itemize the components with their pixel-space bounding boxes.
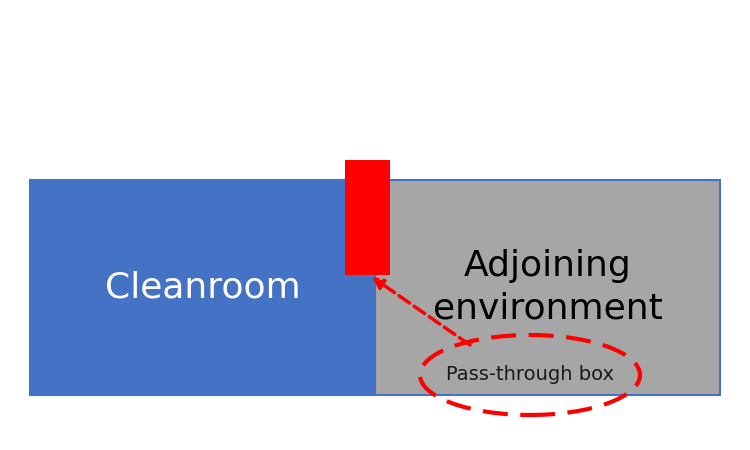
Bar (345, 160, 390, 275)
Bar (30, 180, 375, 395)
Text: Adjoining
environment: Adjoining environment (433, 249, 662, 325)
Text: Cleanroom: Cleanroom (104, 270, 300, 305)
Text: Pass-through box: Pass-through box (446, 365, 614, 384)
Bar (375, 180, 720, 395)
